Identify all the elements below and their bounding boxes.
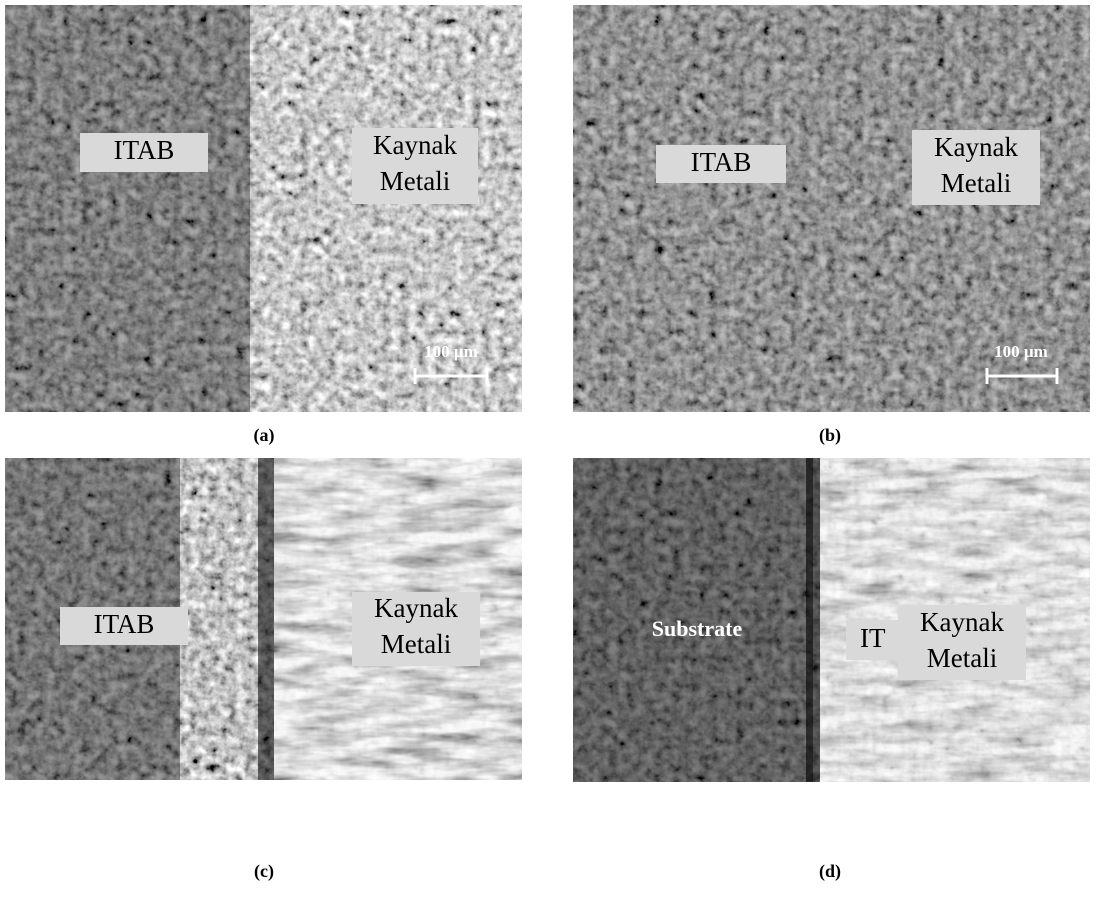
- scale-label: 100 µm: [424, 342, 478, 361]
- caption: (b): [819, 425, 841, 446]
- label: Metali: [941, 168, 1011, 198]
- scale-label: 100 µm: [994, 342, 1048, 361]
- panel-d: Substrate IT Kaynak Metali 100 µm (d): [573, 458, 1090, 882]
- scale-bar: [414, 822, 488, 838]
- caption: (c): [254, 861, 274, 882]
- panel-c: ITAB Kaynak Metali 100 µm (c): [5, 458, 522, 882]
- label: ITAB: [691, 147, 752, 177]
- scale-label: 100 µm: [989, 794, 1043, 813]
- panel-b: ITAB Kaynak Metali 100 µm (b): [573, 5, 1090, 446]
- label: Substrate: [652, 616, 743, 641]
- figure: ITAB Kaynak Metali 100 µm (a) ITAB Kayna…: [0, 0, 1097, 905]
- label: Metali: [381, 629, 451, 659]
- label: ITAB: [94, 609, 155, 639]
- haz-region: [5, 5, 250, 412]
- label: ITAB: [114, 135, 175, 165]
- label: Kaynak: [934, 132, 1018, 162]
- caption: (a): [254, 425, 275, 446]
- caption: (d): [819, 861, 841, 882]
- label: Kaynak: [920, 607, 1004, 637]
- label: IT: [860, 623, 886, 653]
- fusion-line: [806, 458, 820, 782]
- scale-bar: [980, 822, 1052, 838]
- label: Metali: [927, 643, 997, 673]
- label: Kaynak: [374, 593, 458, 623]
- panel-a: ITAB Kaynak Metali 100 µm (a): [5, 5, 522, 446]
- scale-label: 100 µm: [424, 794, 478, 813]
- label: Kaynak: [373, 130, 457, 160]
- weld-region: [250, 5, 522, 412]
- fusion-line: [258, 458, 274, 780]
- label: Metali: [380, 166, 450, 196]
